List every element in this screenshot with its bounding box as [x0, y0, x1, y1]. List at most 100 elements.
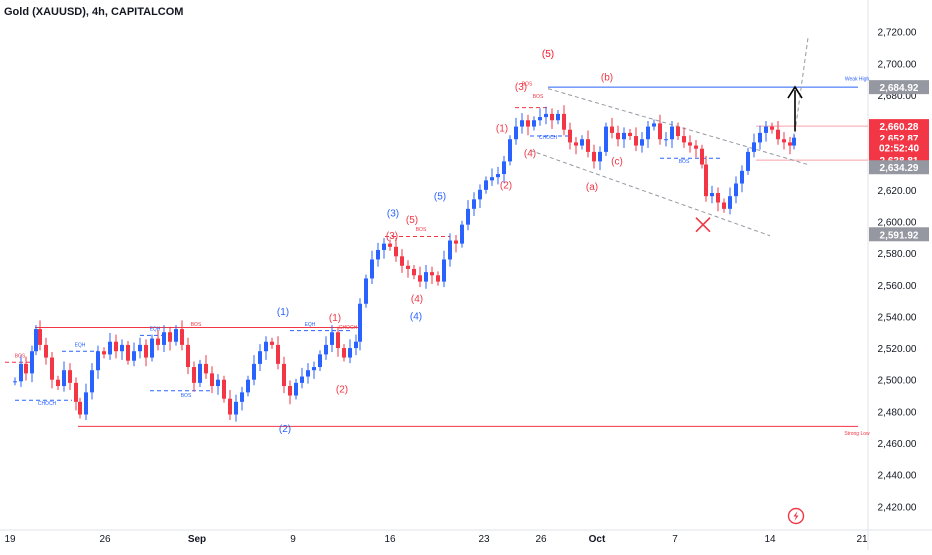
- price-tick-label: 2,420.00: [878, 502, 917, 513]
- candle-body: [138, 344, 142, 352]
- candle-body: [174, 329, 178, 342]
- candle-body: [598, 151, 602, 162]
- wave-label-red: (2): [500, 180, 512, 191]
- time-axis[interactable]: 19 26 Sep 9 16 23 26 Oct 7 14 21: [4, 534, 868, 545]
- price-tick-label: 2,480.00: [878, 407, 917, 418]
- candle-body: [610, 126, 614, 133]
- wave-label-blue: CHOCH: [539, 135, 558, 141]
- price-tick-label: 2,560.00: [878, 281, 917, 292]
- price-tag[interactable]: [869, 160, 929, 175]
- candle-body: [460, 224, 464, 244]
- candle-body: [646, 126, 650, 140]
- lightning-icon[interactable]: [787, 507, 805, 525]
- channel-lower-line: [529, 149, 771, 237]
- price-tag-label: 02:52:40: [879, 143, 919, 154]
- candle-body: [400, 256, 404, 266]
- candle-body: [216, 379, 220, 387]
- candle-body: [204, 363, 208, 374]
- candle-body: [792, 137, 796, 146]
- candle-body: [246, 379, 250, 393]
- candle-body: [782, 139, 786, 143]
- candle-body: [526, 120, 530, 127]
- candle-body: [358, 303, 362, 342]
- candle-body: [722, 202, 726, 209]
- invalidation-x-mark: [695, 217, 711, 233]
- wave-label-red: (5): [542, 49, 554, 60]
- candle-body: [728, 196, 732, 209]
- wave-label-red: (3): [386, 231, 398, 242]
- wave-label-red: BOS: [15, 354, 26, 360]
- candle-body: [132, 351, 136, 361]
- projection-line: [793, 37, 809, 140]
- candle-body: [634, 136, 638, 146]
- weak-high-label: Weak High: [845, 77, 870, 83]
- candle-body: [376, 249, 380, 260]
- candle-body: [496, 174, 500, 178]
- price-tag[interactable]: [869, 140, 929, 155]
- candle-body: [120, 344, 124, 352]
- candle-body: [19, 363, 23, 382]
- candle-body: [478, 189, 482, 200]
- wave-label-red: (4): [524, 149, 536, 160]
- time-tick-label: 9: [290, 534, 296, 545]
- price-tag[interactable]: [869, 227, 929, 242]
- candle-body: [556, 113, 560, 121]
- candle-body: [388, 243, 392, 247]
- candle-body: [550, 113, 554, 121]
- candle-body: [448, 240, 452, 260]
- wave-label-red: (5): [406, 215, 418, 226]
- price-tag-label: 2,660.28: [880, 122, 919, 133]
- price-tick-label: 2,440.00: [878, 471, 917, 482]
- price-axis[interactable]: 2,420.00 2,440.00 2,460.00 2,480.00 2,500.00…: [869, 28, 929, 514]
- wave-label-red: BOS: [522, 81, 533, 87]
- candle-body: [776, 129, 780, 140]
- candle-body: [84, 392, 88, 415]
- candle-body: [424, 272, 428, 282]
- candle-body: [622, 132, 626, 140]
- price-tag[interactable]: [869, 119, 929, 134]
- wave-label-blue: EQH: [75, 342, 86, 348]
- candle-body: [354, 341, 358, 349]
- candle-body: [78, 401, 82, 415]
- candle-body: [114, 341, 118, 352]
- candle-body: [436, 275, 440, 282]
- candle-body: [490, 177, 494, 181]
- price-tag[interactable]: [869, 80, 929, 95]
- candle-body: [532, 120, 536, 127]
- candle-body: [90, 370, 94, 393]
- candle-body: [370, 259, 374, 279]
- wave-label-blue: (5): [434, 191, 446, 202]
- time-tick-label: 26: [99, 534, 111, 545]
- wave-label-red: (2): [336, 384, 348, 395]
- candle-body: [324, 344, 328, 355]
- candle-body: [574, 142, 578, 146]
- drawing-layer: [5, 37, 868, 427]
- candle-body: [466, 208, 470, 225]
- price-tag-label: 2,634.29: [880, 163, 919, 174]
- wave-label-blue: EQH: [305, 322, 316, 328]
- wave-label-blue: EQH: [150, 327, 161, 333]
- candle-body: [156, 338, 160, 345]
- candle-body: [150, 338, 154, 358]
- candle-body: [652, 123, 656, 127]
- price-tag-label: 2,684.92: [880, 83, 919, 94]
- candle-body: [288, 386, 292, 396]
- candle-body: [508, 139, 512, 162]
- candle-body: [770, 126, 774, 130]
- candle-body: [252, 363, 256, 380]
- price-tick-label: 2,600.00: [878, 217, 917, 228]
- candle-layer: [13, 105, 796, 422]
- time-tick-label: 16: [384, 534, 396, 545]
- candle-body: [192, 367, 196, 383]
- time-tick-label: 21: [856, 534, 868, 545]
- wave-label-red: (a): [586, 182, 598, 193]
- price-tick-label: 2,580.00: [878, 249, 917, 260]
- time-tick-label: 7: [672, 534, 678, 545]
- candle-body: [44, 344, 48, 358]
- candle-body: [472, 199, 476, 209]
- candle-body: [664, 139, 668, 141]
